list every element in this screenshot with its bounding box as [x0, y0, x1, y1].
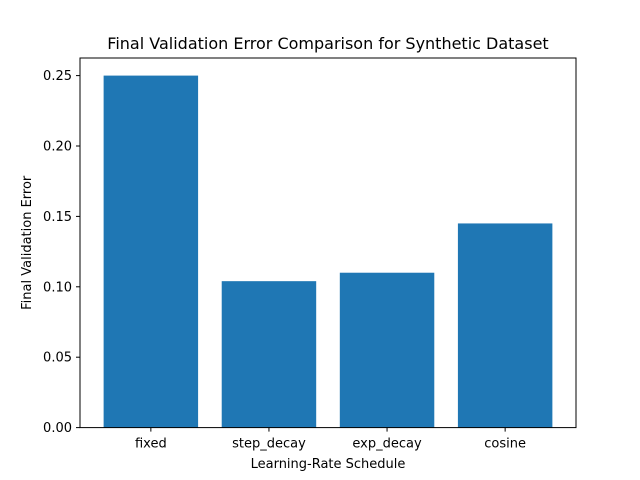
y-axis-label: Final Validation Error	[20, 175, 35, 310]
bar-step-decay	[221, 281, 317, 428]
plot-frame	[79, 57, 577, 429]
y-tick-label: 0.10	[43, 280, 72, 295]
y-tick-label: 0.05	[43, 351, 72, 366]
x-axis-ticks: fixed step_decay exp_decay cosine	[135, 427, 526, 452]
y-tick-label: 0.00	[43, 421, 72, 436]
x-axis-label: Learning-Rate Schedule	[251, 457, 406, 472]
x-tick-label: step_decay	[232, 437, 306, 452]
y-tick-label: 0.15	[43, 210, 72, 225]
bar-series	[103, 75, 553, 428]
y-tick-label: 0.20	[43, 140, 72, 155]
bar-fixed	[103, 75, 199, 428]
x-tick-label: cosine	[484, 437, 526, 452]
chart-title: Final Validation Error Comparison for Sy…	[107, 34, 548, 53]
x-tick-label: fixed	[135, 437, 167, 452]
y-axis-ticks: 0.00 0.05 0.10 0.15 0.20 0.25	[43, 69, 80, 436]
y-tick-label: 0.25	[43, 69, 72, 84]
bar-exp-decay	[339, 272, 435, 428]
bar-cosine	[457, 223, 553, 428]
x-tick-label: exp_decay	[352, 437, 422, 452]
